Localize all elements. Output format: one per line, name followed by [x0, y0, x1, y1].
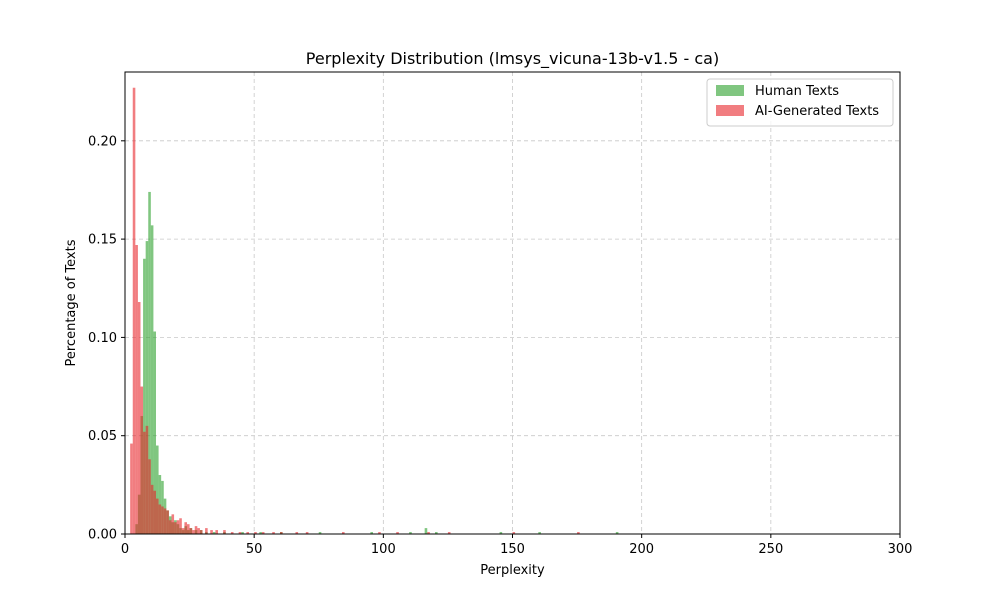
histogram-bar — [161, 506, 164, 534]
x-tick-label: 200 — [629, 542, 654, 557]
histogram-bar — [130, 443, 133, 534]
x-tick-label: 250 — [758, 542, 783, 557]
histogram-bar — [158, 504, 162, 534]
x-axis-label: Perplexity — [480, 563, 545, 578]
histogram-bar — [156, 498, 159, 534]
x-axis-ticks: 0 50 100 150 200 250 300 — [121, 534, 913, 557]
histogram-bar — [156, 445, 159, 534]
chart-title: Perplexity Distribution (lmsys_vicuna-13… — [306, 49, 719, 69]
histogram-bar — [153, 490, 156, 534]
histogram-bar — [254, 532, 257, 534]
histogram-bar — [148, 459, 151, 534]
histogram-bar — [499, 532, 503, 534]
histogram-bar — [179, 518, 182, 534]
histogram-bar — [272, 532, 275, 534]
histogram-bar — [246, 532, 249, 534]
histogram-bar — [168, 520, 172, 534]
y-tick-label: 0.00 — [88, 528, 117, 543]
x-tick-label: 100 — [371, 542, 396, 557]
histogram-bar — [137, 302, 141, 534]
histogram-bar — [205, 528, 208, 534]
histogram-bar — [280, 532, 283, 534]
y-tick-label: 0.20 — [88, 134, 117, 149]
histogram-bar — [577, 532, 580, 534]
y-tick-label: 0.15 — [88, 233, 117, 248]
histogram-bars — [130, 87, 619, 535]
histogram-bar — [261, 532, 265, 534]
histogram-bar — [148, 191, 151, 534]
histogram-bar — [615, 532, 619, 534]
histogram-bar — [238, 532, 242, 534]
histogram-bar — [197, 528, 200, 534]
histogram-bar — [192, 530, 195, 534]
histogram-bar — [447, 532, 451, 534]
histogram-bar — [409, 532, 412, 534]
histogram-bar — [150, 225, 154, 535]
y-axis-label: Percentage of Texts — [64, 239, 79, 366]
histogram-bar — [166, 510, 169, 534]
histogram-bar — [143, 431, 146, 534]
histogram-bar — [435, 532, 438, 534]
histogram-bar — [212, 532, 216, 534]
histogram-bar — [158, 475, 162, 534]
histogram-bar — [150, 484, 154, 534]
histogram-bar — [370, 532, 373, 534]
x-tick-label: 0 — [121, 542, 129, 557]
histogram-bar — [176, 520, 180, 534]
y-tick-label: 0.10 — [88, 331, 117, 346]
histogram-bar — [153, 331, 156, 534]
histogram-bar — [215, 530, 218, 534]
histogram-bar — [230, 532, 234, 534]
histogram-bar — [259, 532, 262, 534]
legend-label-human: Human Texts — [755, 84, 839, 99]
x-tick-label: 300 — [888, 542, 913, 557]
histogram-bar — [171, 514, 175, 534]
histogram-bar — [194, 526, 198, 534]
histogram-bar — [538, 532, 541, 534]
y-tick-label: 0.05 — [88, 429, 117, 444]
histogram-bar — [184, 522, 187, 534]
x-tick-label: 50 — [246, 542, 263, 557]
histogram-bar — [145, 241, 149, 535]
histogram-bar — [342, 532, 345, 534]
histogram-bar — [396, 532, 399, 534]
histogram-bar — [174, 522, 177, 534]
histogram-bar — [187, 524, 190, 534]
histogram-bar — [512, 532, 516, 534]
legend: Human Texts AI-Generated Texts — [706, 78, 894, 127]
histogram-bar — [378, 532, 381, 534]
legend-swatch-human — [716, 85, 744, 96]
histogram-bar — [189, 528, 193, 534]
histogram-bar — [318, 532, 322, 534]
histogram-bar — [132, 87, 136, 534]
legend-label-ai: AI-Generated Texts — [755, 104, 879, 119]
histogram-bar — [295, 532, 299, 534]
y-axis-ticks: 0.00 0.05 0.10 0.15 0.20 — [88, 134, 125, 543]
histogram-bar — [140, 386, 144, 534]
histogram-bar — [424, 528, 428, 534]
histogram-bar — [163, 508, 167, 534]
histogram-bar — [241, 532, 244, 534]
histogram-bar — [181, 528, 185, 534]
histogram-bar — [210, 530, 213, 534]
legend-box — [706, 78, 894, 127]
histogram-bar — [305, 532, 309, 534]
series-ai-bars — [130, 87, 580, 534]
histogram-bar — [199, 530, 203, 534]
legend-swatch-ai — [716, 105, 744, 116]
x-tick-label: 150 — [500, 542, 525, 557]
histogram-bar — [145, 425, 149, 534]
histogram-bar — [143, 258, 146, 534]
histogram-bar — [135, 245, 138, 534]
histogram-bar — [223, 530, 226, 534]
histogram-bar — [427, 532, 430, 534]
